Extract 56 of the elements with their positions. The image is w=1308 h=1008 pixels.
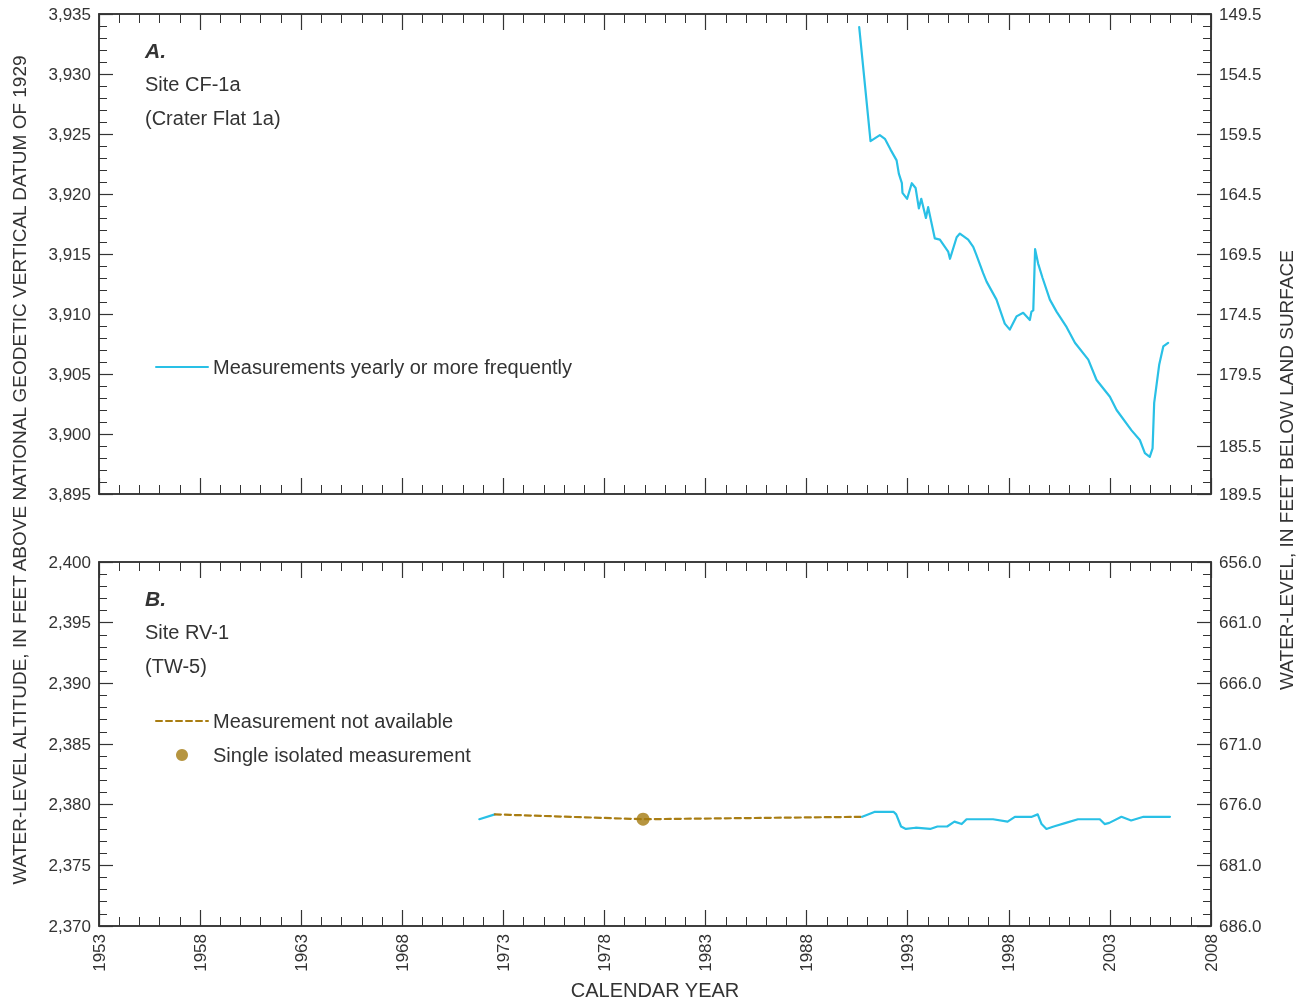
y2-tick-label: 661.0 — [1219, 613, 1262, 633]
x-tick-label: 1968 — [392, 934, 412, 972]
y2-axis-title: WATER-LEVEL, IN FEET BELOW LAND SURFACE — [1275, 250, 1298, 690]
y2-tick-label: 666.0 — [1219, 673, 1262, 693]
x-axis-title: CALENDAR YEAR — [570, 978, 740, 1001]
annotation: Site CF-1a — [145, 73, 242, 95]
y2-tick-label: 656.0 — [1219, 552, 1262, 572]
legend-label: Measurement not available — [213, 710, 454, 732]
y2-tick-label: 681.0 — [1219, 855, 1262, 875]
x-tick-label: 1993 — [898, 934, 918, 972]
y-tick-label: 2,370 — [48, 916, 91, 936]
y-tick-label: 3,925 — [48, 124, 91, 144]
y-tick-label: 3,935 — [48, 4, 91, 24]
y2-tick-label: 164.5 — [1219, 184, 1262, 204]
y-axis-title: WATER-LEVEL ALTITUDE, IN FEET ABOVE NATIONAL GEODETIC VERTICAL DATUM OF 1929 — [8, 55, 31, 885]
x-tick-label: 1983 — [696, 934, 716, 972]
y2-tick-label: 169.5 — [1219, 244, 1262, 264]
x-tick-label: 1953 — [89, 934, 109, 972]
y2-tick-label: 671.0 — [1219, 734, 1262, 754]
x-tick-label: 1978 — [594, 934, 614, 972]
y2-tick-label: 149.5 — [1219, 4, 1262, 24]
y2-tick-label: 154.5 — [1219, 64, 1262, 84]
x-tick-label: 1998 — [999, 934, 1019, 972]
legend-label: Measurements yearly or more frequently — [213, 356, 573, 378]
y2-tick-label: 174.5 — [1219, 304, 1262, 324]
x-tick-label: 2003 — [1100, 934, 1120, 972]
legend-label: Single isolated measurement — [213, 744, 472, 766]
y2-tick-label: 676.0 — [1219, 795, 1262, 815]
y2-tick-label: 686.0 — [1219, 916, 1262, 936]
y-tick-label: 3,930 — [48, 64, 91, 84]
y-tick-label: 2,395 — [48, 613, 91, 633]
x-tick-label: 1958 — [190, 934, 210, 972]
y-tick-label: 2,375 — [48, 855, 91, 875]
y-tick-label: 3,915 — [48, 244, 91, 264]
y2-tick-label: 179.5 — [1219, 364, 1262, 384]
y-tick-label: 3,920 — [48, 184, 91, 204]
y2-tick-label: 189.5 — [1219, 484, 1262, 504]
y-tick-label: 3,900 — [48, 424, 91, 444]
annotation: (TW-5) — [145, 655, 207, 677]
y2-tick-label: 185.5 — [1219, 436, 1262, 456]
y-tick-label: 3,910 — [48, 304, 91, 324]
annotation: Site RV-1 — [145, 621, 230, 643]
y-tick-label: 2,385 — [48, 734, 91, 754]
x-tick-label: 2008 — [1201, 934, 1221, 972]
x-tick-label: 1973 — [493, 934, 513, 972]
y-tick-label: 3,895 — [48, 484, 91, 504]
x-tick-label: 1963 — [291, 934, 311, 972]
y-tick-label: 2,400 — [48, 552, 91, 572]
y2-tick-label: 159.5 — [1219, 124, 1262, 144]
annotation: A. — [144, 39, 166, 62]
y-tick-label: 2,390 — [48, 673, 91, 693]
y-tick-label: 3,905 — [48, 364, 91, 384]
annotation: B. — [145, 587, 166, 610]
annotation: (Crater Flat 1a) — [145, 107, 281, 129]
y-tick-label: 2,380 — [48, 795, 91, 815]
x-tick-label: 1988 — [797, 934, 817, 972]
